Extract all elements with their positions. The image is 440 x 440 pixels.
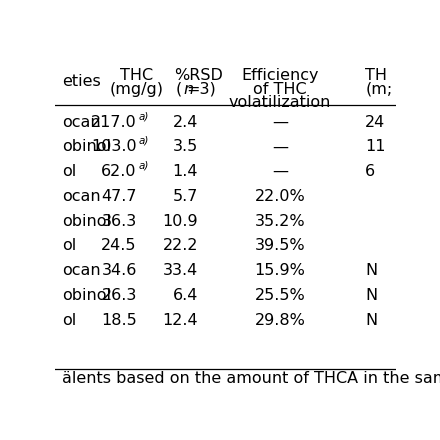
Text: 35.2%: 35.2% — [255, 214, 305, 229]
Text: 22.2: 22.2 — [163, 238, 198, 253]
Text: volatilization: volatilization — [229, 95, 331, 110]
Text: 29.8%: 29.8% — [255, 312, 305, 328]
Text: ol: ol — [62, 312, 76, 328]
Text: 34.6: 34.6 — [102, 263, 137, 278]
Text: 12.4: 12.4 — [163, 312, 198, 328]
Text: obinol: obinol — [62, 288, 111, 303]
Text: älents based on the amount of THCA in the samp: älents based on the amount of THCA in th… — [62, 371, 440, 386]
Text: ocan: ocan — [62, 189, 100, 204]
Text: 1.4: 1.4 — [173, 164, 198, 179]
Text: N: N — [365, 263, 378, 278]
Text: 24.5: 24.5 — [101, 238, 137, 253]
Text: 18.5: 18.5 — [101, 312, 137, 328]
Text: ol: ol — [62, 164, 76, 179]
Text: %RSD: %RSD — [174, 68, 223, 83]
Text: TH: TH — [365, 68, 387, 83]
Text: (mg/g): (mg/g) — [110, 81, 164, 97]
Text: 26.3: 26.3 — [102, 288, 137, 303]
Text: 2.4: 2.4 — [173, 115, 198, 130]
Text: a): a) — [139, 111, 149, 121]
Text: 36.3: 36.3 — [102, 214, 137, 229]
Text: obinol: obinol — [62, 139, 111, 154]
Text: (m;: (m; — [365, 81, 392, 97]
Text: a): a) — [139, 136, 149, 146]
Text: =3): =3) — [186, 81, 216, 97]
Text: THC: THC — [120, 68, 154, 83]
Text: —: — — [272, 139, 288, 154]
Text: 15.9%: 15.9% — [255, 263, 305, 278]
Text: 3.5: 3.5 — [173, 139, 198, 154]
Text: of THC: of THC — [253, 81, 307, 97]
Text: 25.5%: 25.5% — [255, 288, 305, 303]
Text: 62.0: 62.0 — [101, 164, 137, 179]
Text: 33.4: 33.4 — [163, 263, 198, 278]
Text: ocan: ocan — [62, 115, 100, 130]
Text: 5.7: 5.7 — [173, 189, 198, 204]
Text: 24: 24 — [365, 115, 385, 130]
Text: obinol: obinol — [62, 214, 111, 229]
Text: ocan: ocan — [62, 263, 100, 278]
Text: —: — — [272, 164, 288, 179]
Text: —: — — [272, 115, 288, 130]
Text: N: N — [365, 288, 378, 303]
Text: 6: 6 — [365, 164, 375, 179]
Text: 39.5%: 39.5% — [255, 238, 305, 253]
Text: 6.4: 6.4 — [173, 288, 198, 303]
Text: N: N — [365, 312, 378, 328]
Text: 103.0: 103.0 — [91, 139, 137, 154]
Text: (: ( — [176, 81, 182, 97]
Text: 22.0%: 22.0% — [255, 189, 305, 204]
Text: Efficiency: Efficiency — [241, 68, 319, 83]
Text: 217.0: 217.0 — [91, 115, 137, 130]
Text: n: n — [183, 81, 194, 97]
Text: ol: ol — [62, 238, 76, 253]
Text: 10.9: 10.9 — [163, 214, 198, 229]
Text: 11: 11 — [365, 139, 386, 154]
Text: 47.7: 47.7 — [101, 189, 137, 204]
Text: a): a) — [139, 161, 149, 171]
Text: eties: eties — [62, 74, 101, 89]
